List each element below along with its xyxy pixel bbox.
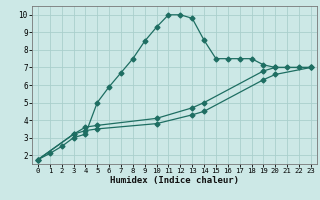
X-axis label: Humidex (Indice chaleur): Humidex (Indice chaleur) xyxy=(110,176,239,185)
